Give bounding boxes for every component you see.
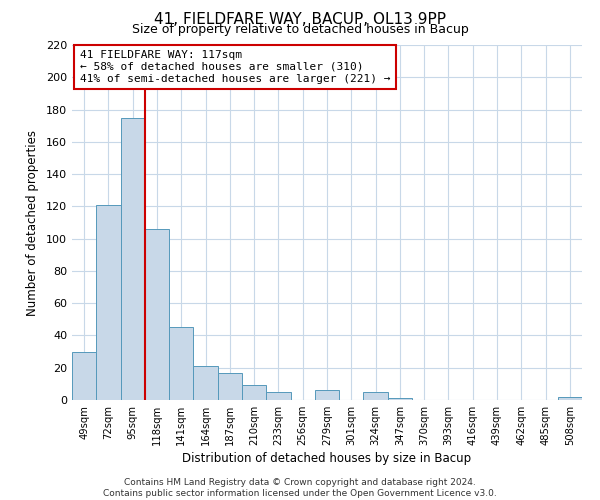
Bar xyxy=(242,386,266,400)
Bar xyxy=(218,372,242,400)
Bar xyxy=(388,398,412,400)
Bar xyxy=(315,390,339,400)
X-axis label: Distribution of detached houses by size in Bacup: Distribution of detached houses by size … xyxy=(182,452,472,465)
Y-axis label: Number of detached properties: Number of detached properties xyxy=(26,130,39,316)
Bar xyxy=(121,118,145,400)
Bar xyxy=(96,205,121,400)
Text: 41, FIELDFARE WAY, BACUP, OL13 9PP: 41, FIELDFARE WAY, BACUP, OL13 9PP xyxy=(154,12,446,28)
Text: 41 FIELDFARE WAY: 117sqm
← 58% of detached houses are smaller (310)
41% of semi-: 41 FIELDFARE WAY: 117sqm ← 58% of detach… xyxy=(80,50,390,84)
Text: Contains HM Land Registry data © Crown copyright and database right 2024.
Contai: Contains HM Land Registry data © Crown c… xyxy=(103,478,497,498)
Bar xyxy=(193,366,218,400)
Bar xyxy=(364,392,388,400)
Bar xyxy=(145,229,169,400)
Bar xyxy=(266,392,290,400)
Text: Size of property relative to detached houses in Bacup: Size of property relative to detached ho… xyxy=(131,22,469,36)
Bar xyxy=(169,328,193,400)
Bar xyxy=(558,397,582,400)
Bar xyxy=(72,352,96,400)
